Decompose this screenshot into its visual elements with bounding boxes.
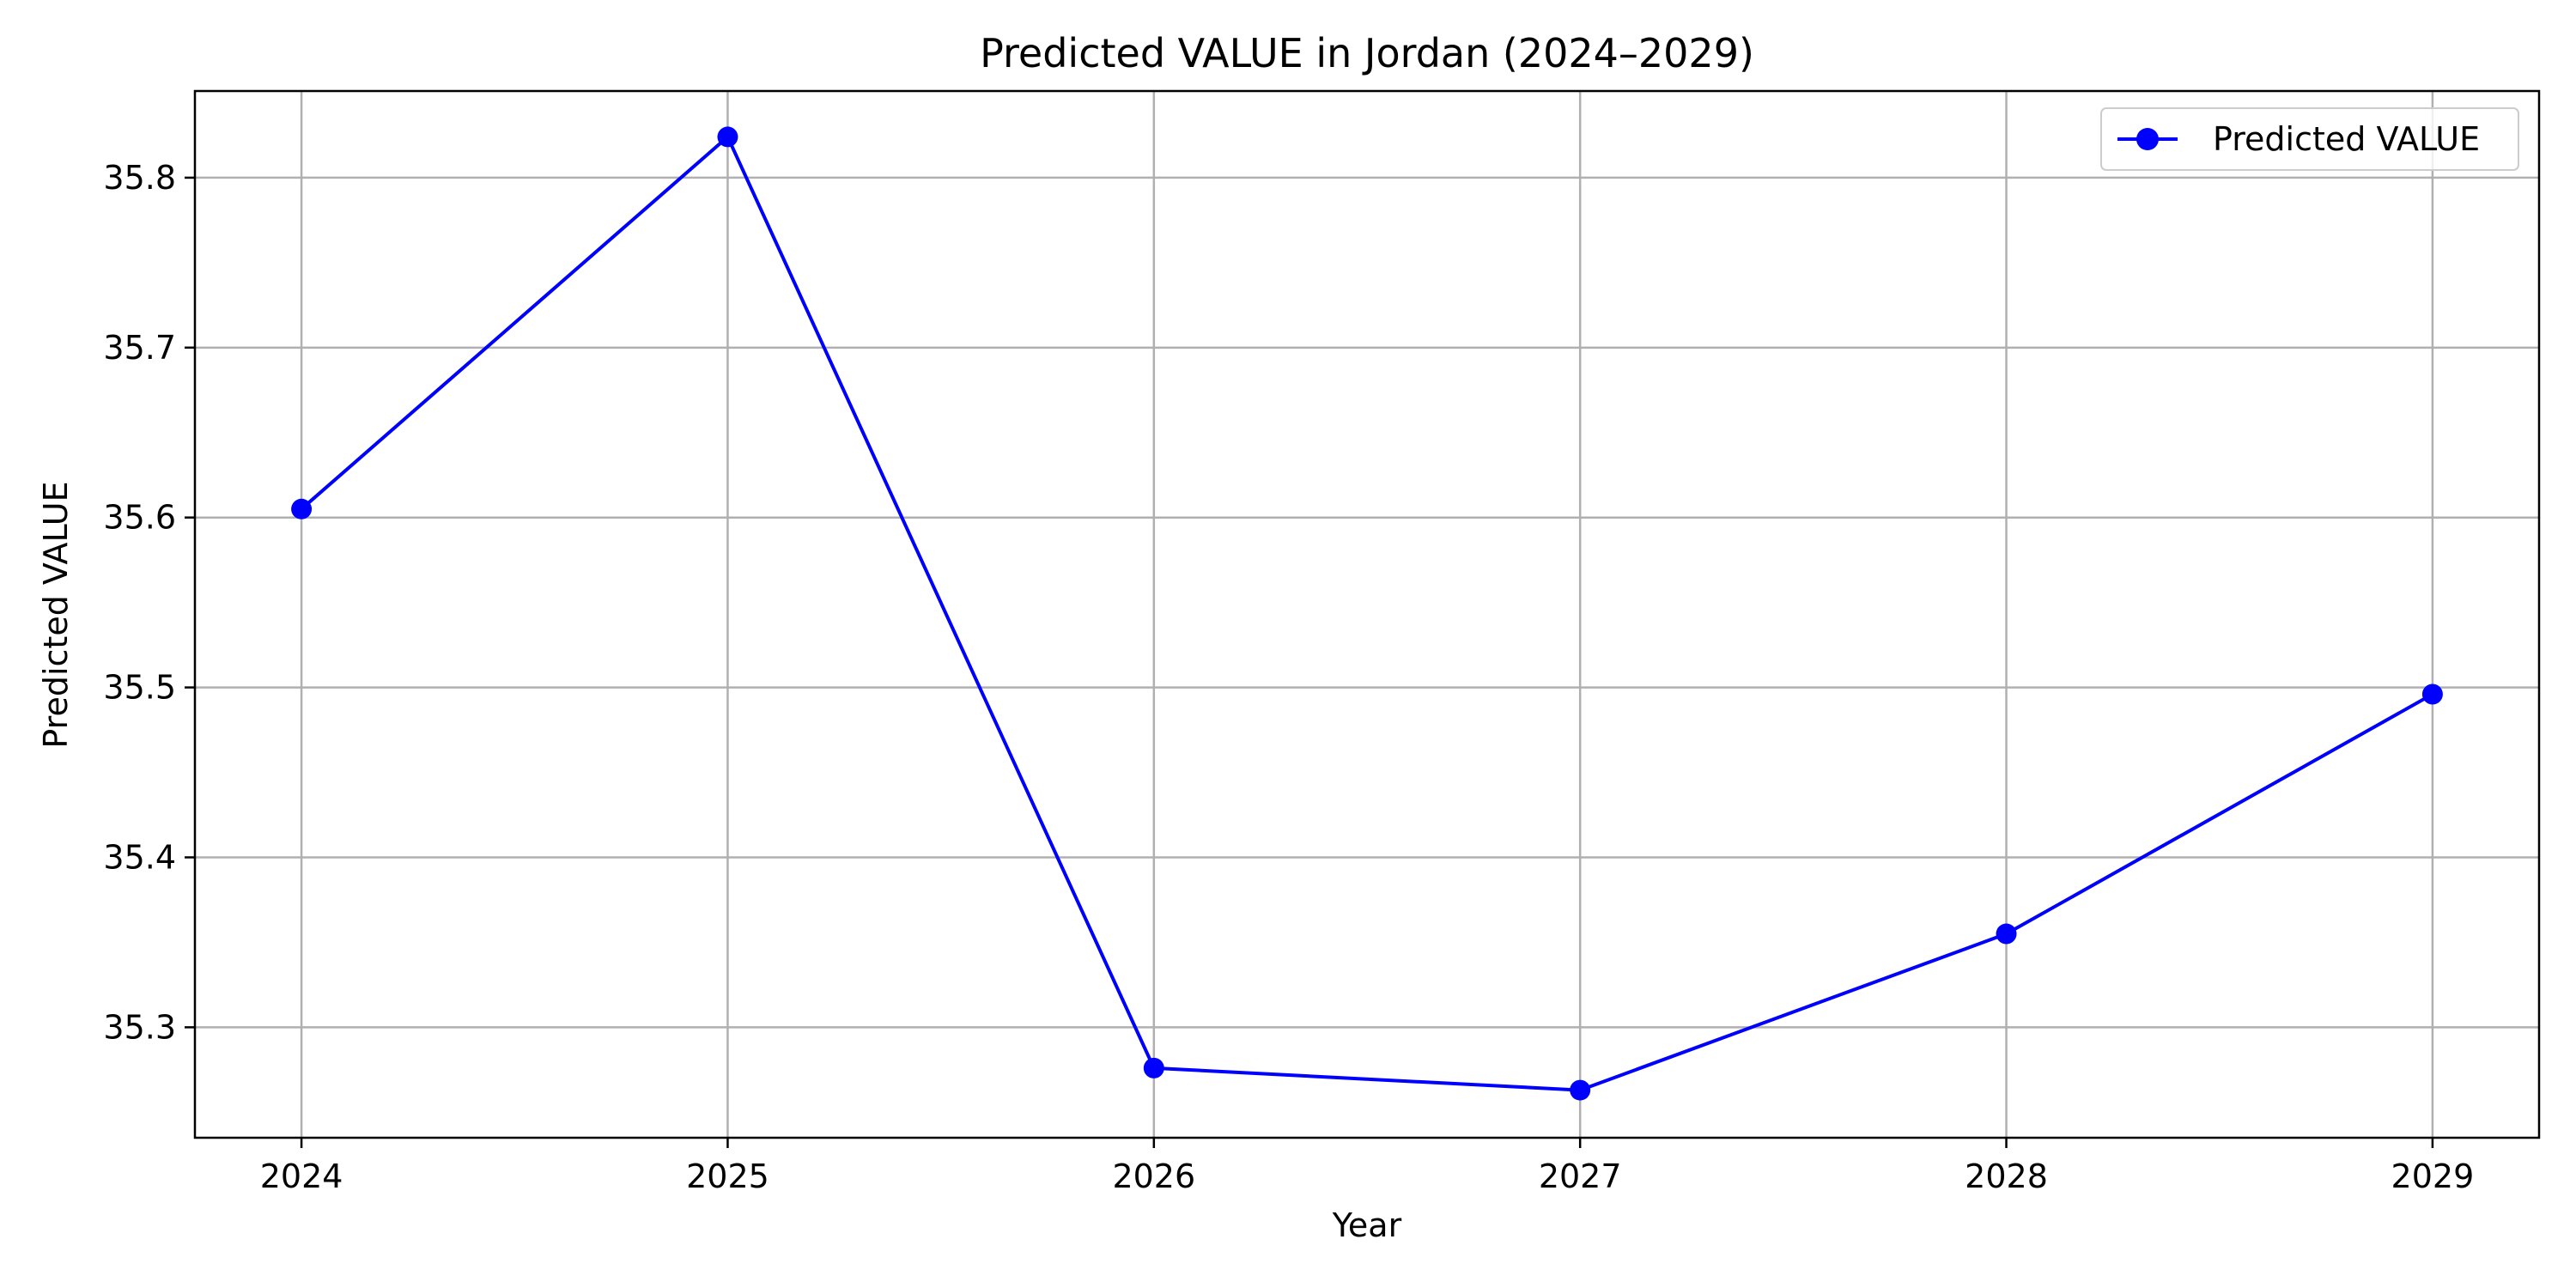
plot-frame (193, 89, 2541, 1139)
x-tick-label: 2028 (1965, 1157, 2048, 1195)
y-axis: 35.3 35.4 35.5 35.6 35.7 35.8 (103, 159, 195, 1046)
y-tick-label: 35.3 (103, 1008, 176, 1046)
grid (195, 91, 2539, 1138)
x-axis-title: Year (1332, 1206, 1402, 1244)
y-tick-label: 35.8 (103, 159, 176, 197)
y-tick-label: 35.4 (103, 838, 176, 876)
data-point (1570, 1079, 1591, 1101)
data-point (717, 126, 738, 148)
legend-label: Predicted VALUE (2213, 120, 2480, 158)
x-tick-label: 2027 (1539, 1157, 1622, 1195)
y-tick-label: 35.5 (103, 669, 176, 707)
y-axis-title: Predicted VALUE (37, 481, 75, 748)
legend: Predicted VALUE (2100, 107, 2519, 171)
data-point (1996, 923, 2017, 945)
data-point (291, 498, 313, 519)
chart-title: Predicted VALUE in Jordan (2024–2029) (980, 30, 1754, 76)
series-line (300, 135, 2433, 1092)
data-point (1143, 1057, 1164, 1078)
x-tick-label: 2026 (1112, 1157, 1195, 1195)
x-tick-label: 2025 (686, 1157, 769, 1195)
legend-marker (2136, 128, 2159, 150)
x-axis: 2024 2025 2026 2027 2028 2029 (260, 1138, 2475, 1195)
legend-box (2100, 107, 2519, 171)
y-tick-label: 35.7 (103, 329, 176, 367)
x-tick-label: 2024 (260, 1157, 343, 1195)
y-tick-label: 35.6 (103, 499, 176, 537)
series-layer (291, 126, 2443, 1101)
data-point (2421, 683, 2443, 705)
x-tick-label: 2029 (2391, 1157, 2475, 1195)
